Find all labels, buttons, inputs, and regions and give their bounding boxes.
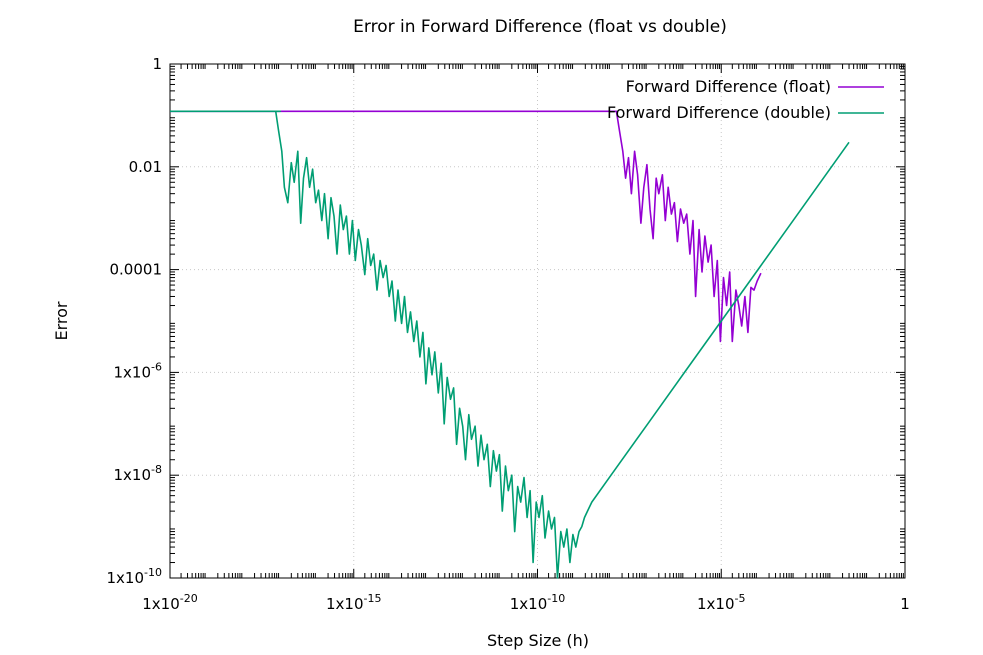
series-line-double [170,110,850,579]
y-tick-label: 1x10-6 [114,360,162,381]
ticks [169,63,906,579]
tick-labels: 1x10-20 1x10-15 1x10-10 1x10-5 1 1x10-10 1x10-… [107,55,910,613]
x-axis-label: Step Size (h) [487,631,589,650]
x-tick-label: 1x10-15 [326,592,381,613]
y-tick-label: 0.01 [129,158,162,176]
y-tick-label: 0.0001 [110,261,163,279]
series-line-float [170,110,762,343]
plot-frame [169,63,906,579]
x-tick-label: 1x10-20 [142,592,197,613]
x-tick-label: 1x10-10 [510,592,565,613]
y-tick-label: 1x10-10 [107,566,162,587]
y-axis-label: Error [52,301,71,340]
chart-title: Error in Forward Difference (float vs do… [353,17,727,37]
legend-label-float: Forward Difference (float) [626,77,831,96]
x-tick-label: 1 [900,595,910,613]
legend-label-double: Forward Difference (double) [607,103,831,122]
y-tick-label: 1x10-8 [114,463,162,484]
legend: Forward Difference (float) Forward Diffe… [607,77,884,122]
grid [170,64,905,578]
series-lines [170,110,850,579]
y-tick-label: 1 [152,55,162,73]
x-tick-label: 1x10-5 [697,592,745,613]
